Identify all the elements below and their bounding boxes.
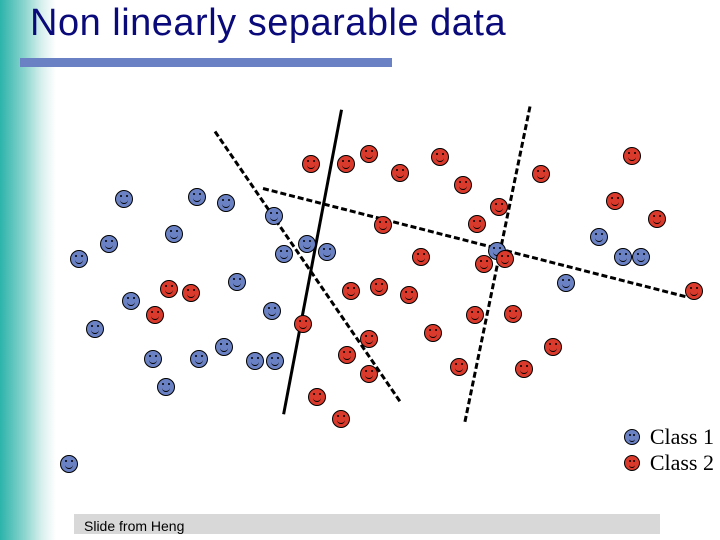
point-class2: [475, 255, 493, 273]
point-class1: [144, 350, 162, 368]
point-class2: [648, 210, 666, 228]
point-class2: [360, 145, 378, 163]
point-class1: [590, 228, 608, 246]
point-class1: [122, 292, 140, 310]
point-class2: [374, 216, 392, 234]
point-class2: [360, 330, 378, 348]
point-class2: [496, 250, 514, 268]
point-class2: [623, 147, 641, 165]
point-class1: [614, 248, 632, 266]
point-class2: [504, 305, 522, 323]
point-class1: [557, 274, 575, 292]
legend-marker-class2: [624, 455, 640, 471]
point-class2: [450, 358, 468, 376]
point-class2: [370, 278, 388, 296]
point-class2: [302, 155, 320, 173]
point-class2: [685, 282, 703, 300]
point-class1: [190, 350, 208, 368]
point-class1: [275, 245, 293, 263]
point-class1: [60, 455, 78, 473]
point-class2: [431, 148, 449, 166]
point-class1: [115, 190, 133, 208]
point-class2: [337, 155, 355, 173]
slide: Non linearly separable data Class 1 Clas…: [0, 0, 720, 540]
point-class1: [318, 243, 336, 261]
point-class1: [217, 194, 235, 212]
legend-label-class1: Class 1: [650, 424, 714, 450]
point-class1: [632, 248, 650, 266]
point-class1: [100, 235, 118, 253]
point-class2: [515, 360, 533, 378]
title-underline: [20, 58, 392, 67]
point-class2: [160, 280, 178, 298]
point-class2: [338, 346, 356, 364]
point-class2: [468, 215, 486, 233]
scatter-plot: [60, 90, 700, 470]
point-class1: [165, 225, 183, 243]
legend-label-class2: Class 2: [650, 450, 714, 476]
point-class2: [466, 306, 484, 324]
point-class1: [228, 273, 246, 291]
point-class1: [188, 188, 206, 206]
point-class1: [86, 320, 104, 338]
left-gradient-bg: [0, 0, 56, 540]
legend-marker-class1: [624, 429, 640, 445]
legend-item-class1: Class 1: [624, 424, 714, 450]
point-class2: [454, 176, 472, 194]
point-class1: [215, 338, 233, 356]
point-class2: [606, 192, 624, 210]
point-class2: [424, 324, 442, 342]
slide-title: Non linearly separable data: [30, 2, 506, 45]
point-class2: [400, 286, 418, 304]
point-class2: [342, 282, 360, 300]
point-class1: [246, 352, 264, 370]
legend-item-class2: Class 2: [624, 450, 714, 476]
point-class1: [263, 302, 281, 320]
point-class2: [391, 164, 409, 182]
point-class2: [308, 388, 326, 406]
point-class2: [360, 365, 378, 383]
point-class1: [70, 250, 88, 268]
point-class2: [146, 306, 164, 324]
point-class2: [294, 315, 312, 333]
point-class2: [532, 165, 550, 183]
point-class1: [265, 207, 283, 225]
point-class2: [490, 198, 508, 216]
footer-text: Slide from Heng: [84, 518, 184, 534]
point-class1: [298, 235, 316, 253]
point-class2: [182, 284, 200, 302]
point-class1: [266, 352, 284, 370]
legend: Class 1 Class 2: [624, 424, 714, 476]
point-class2: [332, 410, 350, 428]
point-class2: [412, 248, 430, 266]
point-class2: [544, 338, 562, 356]
point-class1: [157, 378, 175, 396]
